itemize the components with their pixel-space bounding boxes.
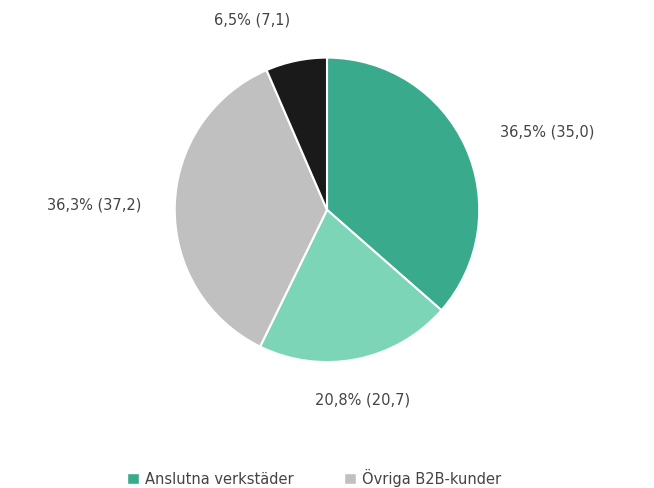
Text: 6,5% (7,1): 6,5% (7,1) [215,13,290,28]
Legend: Anslutna verkstäder, Konsument, Övriga B2B-kunder, Samarbetande butiker: Anslutna verkstäder, Konsument, Övriga B… [122,463,532,488]
Text: 36,3% (37,2): 36,3% (37,2) [47,197,141,212]
Wedge shape [267,58,327,210]
Wedge shape [327,58,479,310]
Text: 36,5% (35,0): 36,5% (35,0) [500,124,595,139]
Wedge shape [175,70,327,346]
Wedge shape [260,210,441,362]
Text: 20,8% (20,7): 20,8% (20,7) [315,392,411,407]
